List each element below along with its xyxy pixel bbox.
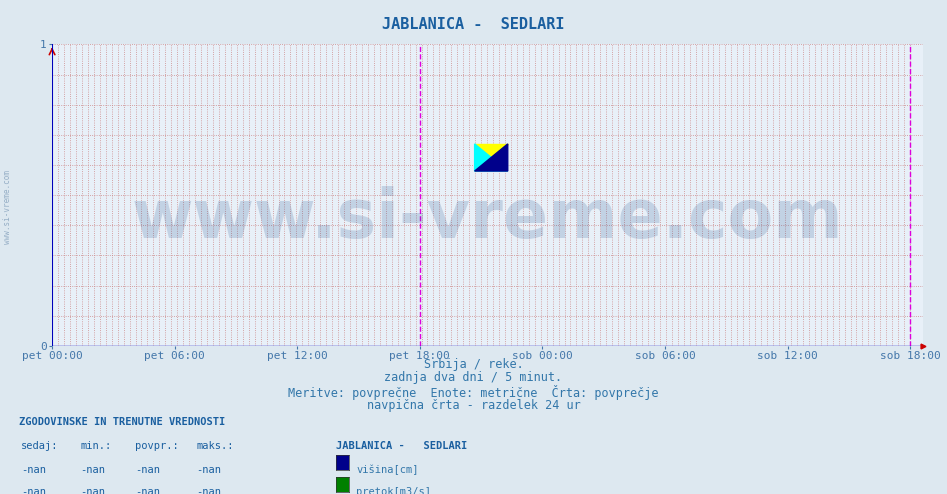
Text: -nan: -nan [80,465,105,475]
Polygon shape [474,144,508,171]
Text: -nan: -nan [196,487,221,494]
Text: www.si-vreme.com: www.si-vreme.com [3,170,12,245]
Text: JABLANICA -   SEDLARI: JABLANICA - SEDLARI [336,441,468,451]
Text: -nan: -nan [196,465,221,475]
Polygon shape [474,144,508,171]
Text: min.:: min.: [80,441,112,451]
Text: zadnja dva dni / 5 minut.: zadnja dva dni / 5 minut. [384,371,563,384]
Text: JABLANICA -  SEDLARI: JABLANICA - SEDLARI [383,17,564,32]
Text: višina[cm]: višina[cm] [356,465,419,475]
Text: maks.:: maks.: [196,441,234,451]
Text: sedaj:: sedaj: [21,441,59,451]
Text: povpr.:: povpr.: [135,441,179,451]
Text: -nan: -nan [21,487,45,494]
Text: www.si-vreme.com: www.si-vreme.com [132,186,844,252]
Text: ZGODOVINSKE IN TRENUTNE VREDNOSTI: ZGODOVINSKE IN TRENUTNE VREDNOSTI [19,417,225,427]
Text: -nan: -nan [80,487,105,494]
Polygon shape [474,144,508,171]
Text: pretok[m3/s]: pretok[m3/s] [356,487,431,494]
Text: Srbija / reke.: Srbija / reke. [423,358,524,371]
Text: Meritve: povprečne  Enote: metrične  Črta: povprečje: Meritve: povprečne Enote: metrične Črta:… [288,385,659,400]
Text: navpična črta - razdelek 24 ur: navpična črta - razdelek 24 ur [366,399,581,412]
Text: -nan: -nan [135,465,160,475]
Text: -nan: -nan [135,487,160,494]
Text: -nan: -nan [21,465,45,475]
